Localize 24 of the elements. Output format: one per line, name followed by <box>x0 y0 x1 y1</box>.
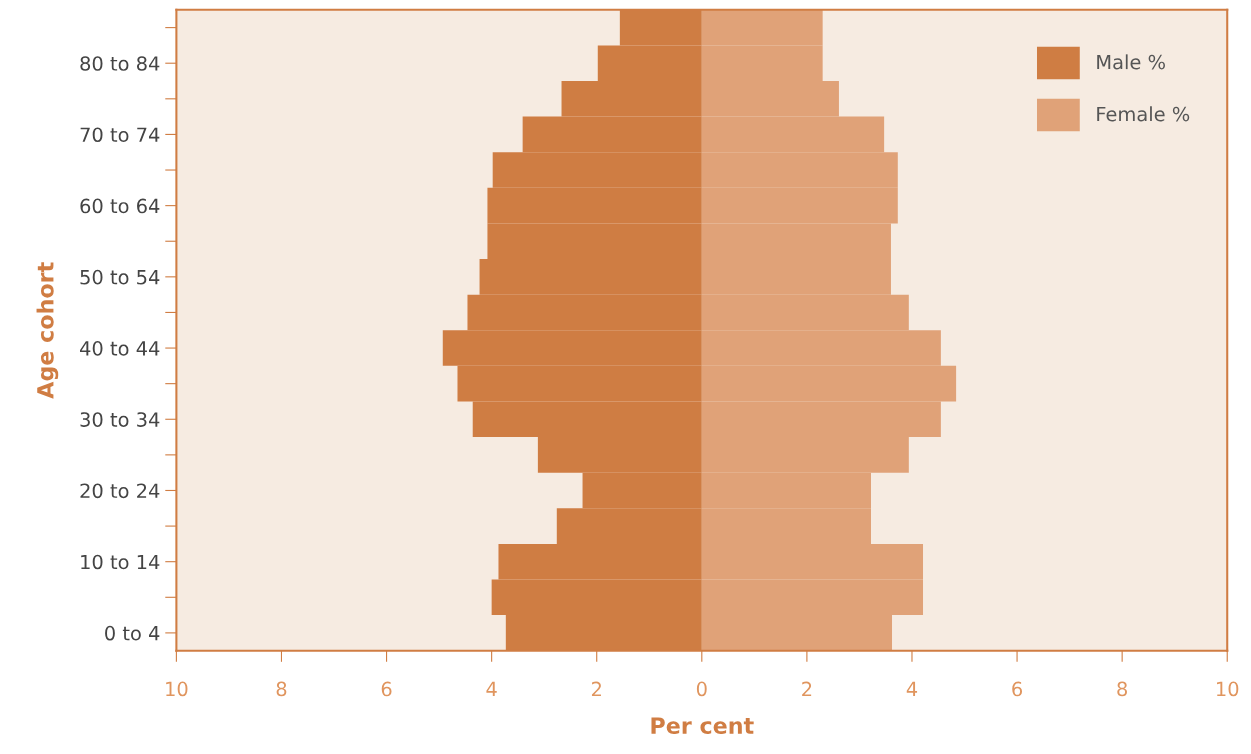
y-tick-label: 20 to 24 <box>80 483 160 499</box>
y-tick-label: 0 to 4 <box>105 625 160 641</box>
y-tick-label: 60 to 64 <box>80 198 160 214</box>
x-tick-label: 8 <box>1117 681 1127 697</box>
y-tick-label: 30 to 34 <box>80 412 160 427</box>
y-tick-label: 40 to 44 <box>80 341 160 356</box>
y-tick-label: 50 to 54 <box>80 269 160 285</box>
x-tick-label: 2 <box>802 681 812 697</box>
x-tick-label: 10 <box>166 681 188 697</box>
x-tick-label: 6 <box>381 681 392 697</box>
legend-label: Female % <box>1097 106 1190 122</box>
y-axis-title: Age cohort <box>36 262 59 399</box>
x-tick-label: 0 <box>696 681 707 697</box>
x-tick-label: 8 <box>276 681 287 697</box>
legend-label: Male % <box>1097 54 1165 70</box>
y-tick-label: 80 to 84 <box>80 56 160 71</box>
x-tick-label: 4 <box>906 681 918 697</box>
y-tick-label: 70 to 74 <box>80 127 160 143</box>
x-tick-label: 4 <box>486 681 497 697</box>
x-tick-label: 2 <box>591 681 601 697</box>
x-tick-label: 10 <box>1217 681 1239 697</box>
y-tick-label: 10 to 14 <box>81 554 160 570</box>
x-tick-label: 6 <box>1012 681 1023 697</box>
x-axis-title: Per cent <box>651 717 754 734</box>
